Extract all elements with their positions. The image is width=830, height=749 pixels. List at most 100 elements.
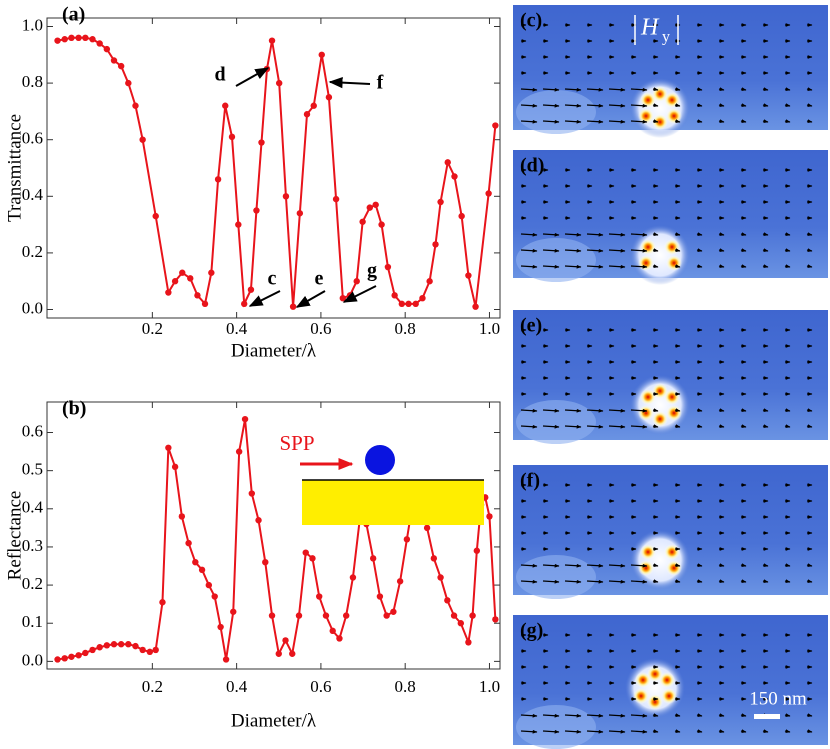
hotspot xyxy=(659,672,675,688)
data-point xyxy=(139,646,146,654)
field-arrow xyxy=(564,119,582,124)
data-point xyxy=(125,641,132,648)
field-arrow xyxy=(564,424,582,429)
field-arrow xyxy=(542,103,560,108)
y-axis-label: Reflectance xyxy=(4,491,25,581)
data-point xyxy=(437,198,444,206)
field-arrow xyxy=(806,264,813,269)
field-arrow xyxy=(542,563,560,568)
field-arrow xyxy=(630,713,648,718)
hotspot xyxy=(652,411,668,427)
field-arrow xyxy=(806,232,813,237)
field-arrow xyxy=(740,232,747,237)
y-axis-label: Transmittance xyxy=(4,114,25,222)
data-point xyxy=(89,646,96,654)
field-arrow xyxy=(674,87,681,92)
x-tick-label: 0.4 xyxy=(226,677,248,696)
field-arrow xyxy=(784,248,791,253)
x-axis-label: Diameter/λ xyxy=(231,340,317,361)
field-arrow xyxy=(564,232,582,237)
field-arrow xyxy=(740,579,747,584)
hotspot xyxy=(666,405,682,421)
field-arrow xyxy=(652,248,659,253)
data-point xyxy=(96,644,103,651)
field-arrow xyxy=(520,729,538,734)
field-arrow xyxy=(806,563,813,568)
data-point xyxy=(332,195,340,203)
field-arrow xyxy=(652,713,659,718)
field-arrow xyxy=(608,119,626,124)
field-arrow xyxy=(630,579,648,584)
data-point xyxy=(211,593,218,600)
field-arrow xyxy=(806,579,813,584)
data-point xyxy=(117,641,125,648)
field-arrow xyxy=(608,713,626,718)
x-tick-label: 1.0 xyxy=(479,677,500,696)
x-tick-label: 0.8 xyxy=(395,319,416,338)
field-arrow xyxy=(520,103,538,108)
y-tick-label: 0.0 xyxy=(22,650,43,669)
data-point xyxy=(75,652,82,659)
data-point xyxy=(444,159,451,166)
field-arrow xyxy=(674,264,681,269)
hotspot xyxy=(661,688,677,704)
hotspot xyxy=(638,255,654,271)
hotspot xyxy=(666,560,682,576)
particle xyxy=(365,445,395,475)
field-arrow xyxy=(740,87,747,92)
hotspot xyxy=(664,544,680,560)
y-tick-label: 0.4 xyxy=(22,185,44,204)
annotation: e xyxy=(315,268,324,290)
data-point xyxy=(366,204,373,211)
data-point xyxy=(178,513,186,520)
y-tick-label: 0.1 xyxy=(22,612,43,631)
field-arrow xyxy=(674,103,681,108)
data-point xyxy=(235,221,242,228)
field-arrow xyxy=(608,87,626,92)
field-arrow xyxy=(520,87,538,92)
data-point xyxy=(423,524,431,532)
x-tick-label: 0.8 xyxy=(395,677,416,696)
field-arrow xyxy=(630,264,648,269)
data-point xyxy=(325,94,333,101)
data-point xyxy=(465,639,472,646)
data-point xyxy=(258,139,265,146)
hotspot xyxy=(652,86,668,102)
data-point xyxy=(383,612,390,619)
data-point xyxy=(103,45,111,53)
field-arrow xyxy=(652,103,659,108)
field-arrow xyxy=(564,713,582,718)
data-point xyxy=(485,190,492,197)
data-point xyxy=(318,51,325,58)
field-arrow xyxy=(652,408,659,413)
field-glow xyxy=(516,238,596,282)
field-arrow xyxy=(740,729,747,734)
field-arrow xyxy=(762,87,769,92)
data-point xyxy=(82,34,89,42)
field-arrow xyxy=(806,87,813,92)
field-arrow xyxy=(608,264,626,269)
field-arrow xyxy=(630,408,648,413)
field-arrow xyxy=(806,103,813,108)
data-point xyxy=(322,612,330,619)
field-arrow xyxy=(586,264,604,269)
field-arrow xyxy=(586,563,604,568)
data-point xyxy=(159,599,166,606)
field-subscript: y xyxy=(662,29,670,46)
field-arrow xyxy=(542,264,560,269)
substrate xyxy=(302,480,484,525)
data-point xyxy=(473,547,481,554)
field-glow xyxy=(516,90,596,134)
field-arrow xyxy=(696,424,703,429)
data-point xyxy=(75,34,82,42)
data-point xyxy=(253,207,260,214)
field-arrow xyxy=(542,119,560,124)
data-point xyxy=(152,646,159,654)
data-point xyxy=(432,241,439,248)
field-arrow xyxy=(674,713,681,718)
field-arrow xyxy=(630,424,648,429)
field-arrow xyxy=(520,264,538,269)
data-point xyxy=(465,272,472,279)
field-arrow xyxy=(520,408,538,413)
x-axis-label: Diameter/λ xyxy=(231,710,317,731)
